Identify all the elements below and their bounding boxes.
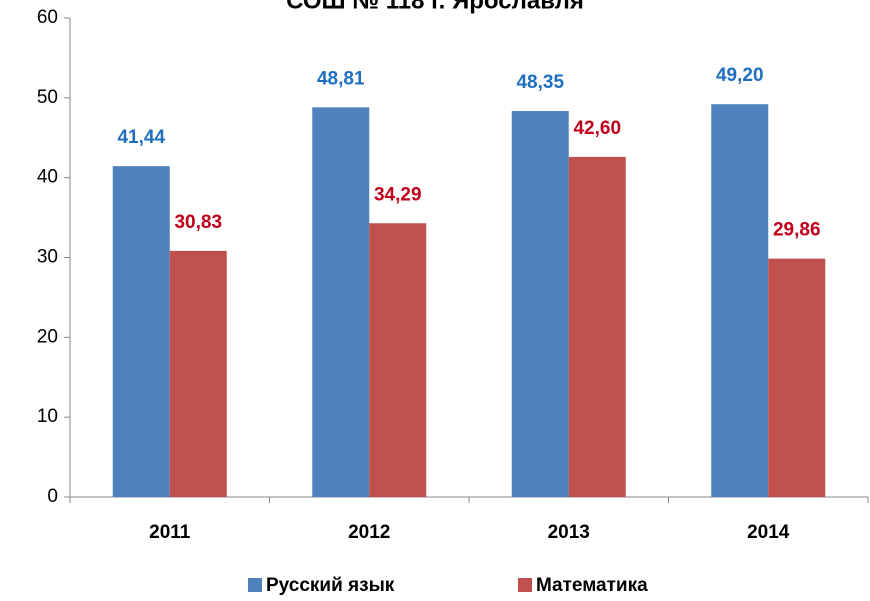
bar: [312, 107, 370, 498]
bar: [169, 250, 227, 497]
y-tick-label: 50: [37, 87, 58, 108]
value-label: 48,81: [317, 68, 365, 89]
y-tick-label: 20: [37, 326, 58, 347]
value-label: 48,35: [516, 72, 564, 93]
bar: [711, 104, 769, 497]
value-label: 41,44: [117, 127, 165, 148]
legend-swatch: [248, 578, 262, 592]
y-tick-label: 10: [37, 406, 58, 427]
value-label: 29,86: [773, 220, 821, 241]
legend-label: Математика: [536, 575, 648, 596]
chart-title: СОШ № 118 г. Ярославля: [286, 0, 584, 14]
value-label: 42,60: [573, 118, 621, 139]
x-tick-label: 2011: [149, 522, 191, 543]
legend-swatch: [518, 578, 532, 592]
bar: [568, 156, 626, 497]
legend-label: Русский язык: [266, 575, 395, 596]
x-tick-label: 2012: [348, 522, 390, 543]
x-tick-label: 2013: [548, 522, 590, 543]
bar: [369, 223, 427, 497]
x-tick-label: 2014: [747, 522, 790, 543]
value-label: 30,83: [174, 212, 222, 233]
y-tick-label: 40: [37, 167, 58, 188]
bar: [112, 166, 170, 498]
y-tick-label: 0: [47, 486, 58, 507]
y-tick-label: 60: [37, 7, 58, 28]
y-tick-label: 30: [37, 247, 58, 268]
value-label: 49,20: [716, 65, 764, 86]
bar: [511, 111, 569, 498]
bar: [768, 258, 826, 497]
value-label: 34,29: [374, 184, 422, 205]
